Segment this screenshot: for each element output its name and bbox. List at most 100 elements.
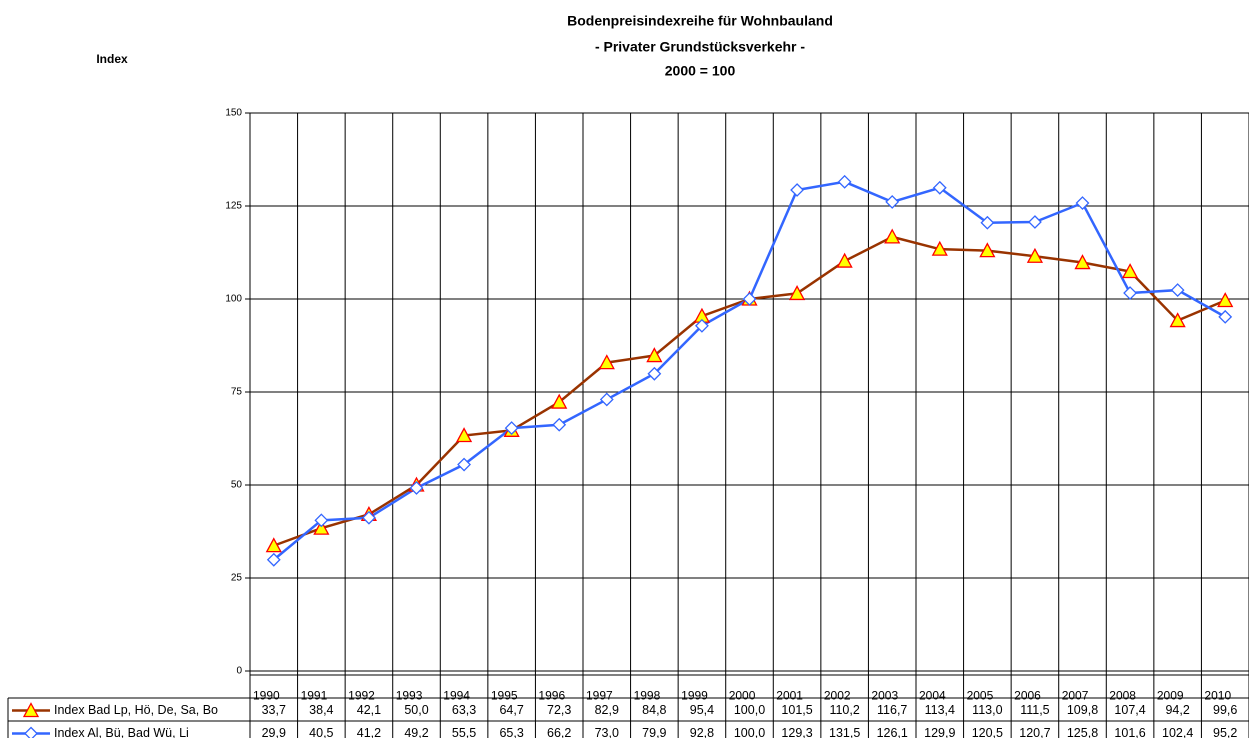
marker: [455, 427, 473, 443]
y-tick-label: 25: [231, 573, 243, 584]
table-value: 41,2: [357, 726, 381, 738]
marker: [790, 183, 804, 197]
table-value: 101,5: [781, 703, 812, 717]
legend-marker: [24, 726, 38, 738]
table-value: 129,3: [781, 726, 812, 738]
marker: [457, 457, 471, 472]
table-value: 120,7: [1019, 726, 1050, 738]
marker: [598, 354, 615, 370]
x-tick-label: 1997: [586, 689, 613, 703]
legend-label: Index Al, Bü, Bad Wü, Li: [54, 726, 189, 738]
marker: [1028, 215, 1042, 229]
marker: [1169, 312, 1186, 328]
legend-marker: [22, 702, 40, 718]
table-value: 33,7: [262, 703, 286, 717]
table-value: 99,6: [1213, 703, 1237, 717]
table-value: 100,0: [734, 703, 765, 717]
marker: [362, 510, 376, 525]
marker: [884, 228, 901, 244]
table-value: 82,9: [595, 703, 619, 717]
table-value: 113,4: [925, 703, 955, 717]
legend-label: Index Bad Lp, Hö, De, Sa, Bo: [54, 703, 218, 717]
series-line: [272, 180, 1226, 561]
table-value: 50,0: [404, 703, 428, 717]
table-value: 38,4: [309, 703, 333, 717]
table-value: 84,8: [642, 703, 666, 717]
table-value: 95,2: [1213, 726, 1237, 738]
x-tick-label: 2008: [1109, 689, 1136, 703]
x-tick-label: 1998: [634, 689, 661, 703]
table-value: 120,5: [972, 726, 1003, 738]
marker: [314, 513, 329, 528]
y-tick-label: 125: [225, 201, 242, 212]
marker: [1217, 292, 1234, 308]
x-tick-label: 2002: [824, 689, 851, 703]
table-value: 55,5: [452, 726, 476, 738]
marker: [979, 242, 996, 258]
x-tick-label: 1996: [538, 689, 565, 703]
x-tick-label: 1993: [396, 689, 423, 703]
table-value: 101,6: [1114, 726, 1145, 738]
table-value: 79,9: [642, 726, 666, 738]
x-tick-label: 2005: [967, 689, 994, 703]
x-tick-label: 1991: [301, 689, 328, 703]
table-value: 40,5: [309, 726, 333, 738]
marker: [599, 392, 614, 407]
marker: [266, 552, 281, 567]
y-tick-label: 50: [231, 480, 243, 491]
chart-subtitle: - Privater Grundstücksverkehr -: [595, 39, 805, 55]
marker: [1218, 309, 1233, 324]
table-value: 66,2: [547, 726, 571, 738]
table-value: 109,8: [1067, 703, 1098, 717]
marker: [647, 366, 662, 381]
marker: [836, 252, 853, 268]
marker: [742, 292, 757, 306]
x-tick-label: 1995: [491, 689, 518, 703]
table-value: 64,7: [499, 703, 523, 717]
y-axis-label: Index: [96, 52, 128, 66]
table-value: 116,7: [877, 703, 907, 717]
table-value: 65,3: [499, 726, 523, 738]
table-value: 92,8: [690, 726, 714, 738]
x-tick-label: 1999: [681, 689, 708, 703]
marker: [1170, 283, 1185, 297]
table-value: 107,4: [1114, 703, 1145, 717]
marker: [409, 481, 424, 495]
table-value: 125,8: [1067, 726, 1098, 738]
marker: [695, 318, 709, 333]
table-value: 72,3: [547, 703, 571, 717]
table-value: 42,1: [357, 703, 381, 717]
marker: [837, 174, 852, 189]
table-value: 63,3: [452, 703, 476, 717]
x-tick-label: 2010: [1204, 689, 1231, 703]
y-tick-label: 100: [225, 294, 242, 305]
marker: [552, 417, 567, 432]
marker: [931, 240, 948, 256]
y-tick-label: 75: [231, 387, 243, 398]
table-value: 110,2: [829, 703, 859, 717]
marker: [885, 194, 900, 209]
x-tick-label: 1994: [443, 689, 470, 703]
table-value: 113,0: [972, 703, 1002, 717]
marker: [980, 215, 995, 230]
table-value: 49,2: [404, 726, 428, 738]
marker: [1074, 254, 1091, 270]
x-tick-label: 1992: [348, 689, 375, 703]
x-tick-label: 2009: [1157, 689, 1184, 703]
table-value: 94,2: [1165, 703, 1189, 717]
marker: [788, 285, 806, 301]
series-line: [273, 235, 1226, 547]
marker: [1123, 286, 1137, 300]
table-value: 73,0: [595, 726, 619, 738]
marker: [932, 180, 947, 195]
marker: [1121, 263, 1139, 279]
marker: [1075, 196, 1090, 210]
marker: [646, 347, 663, 363]
x-tick-label: 1990: [253, 689, 280, 703]
marker: [1026, 247, 1044, 263]
x-tick-label: 2001: [776, 689, 803, 703]
x-tick-label: 2007: [1062, 689, 1089, 703]
x-tick-label: 2004: [919, 689, 946, 703]
x-tick-label: 2006: [1014, 689, 1041, 703]
